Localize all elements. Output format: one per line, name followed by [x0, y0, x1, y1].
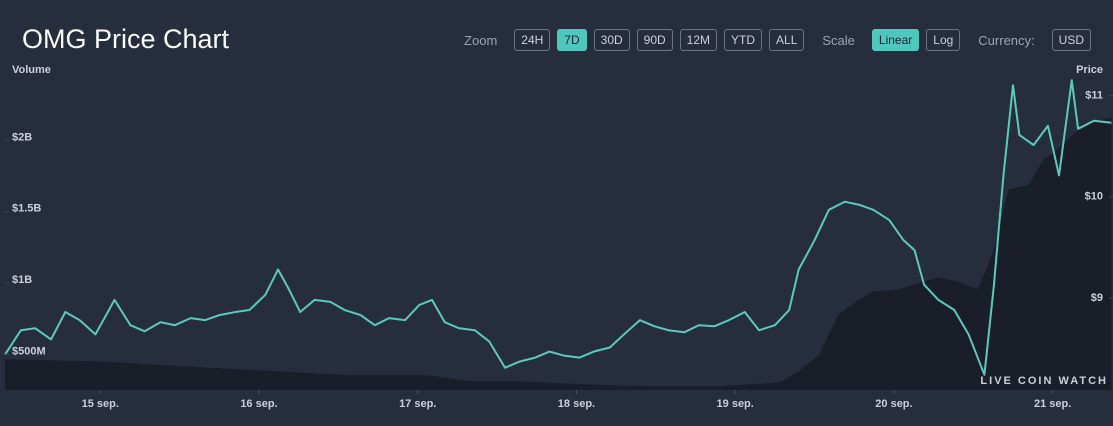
x-tick-label: 20 sep. — [875, 398, 912, 410]
zoom-button[interactable]: 24H — [514, 29, 551, 51]
y-axis-label: Volume — [12, 64, 51, 76]
x-tick-label: 17 sep. — [399, 398, 436, 410]
volume-area — [5, 118, 1112, 390]
scale-button[interactable]: Linear — [871, 29, 920, 51]
zoom-button[interactable]: YTD — [724, 29, 763, 51]
currency-label: Currency: — [978, 32, 1035, 48]
x-tick-label: 18 sep. — [558, 398, 595, 410]
x-tick-label: 16 sep. — [240, 398, 277, 410]
zoom-button[interactable]: ALL — [769, 29, 805, 51]
x-tick-label: 21 sep. — [1034, 398, 1071, 410]
x-tick-label: 19 sep. — [717, 398, 754, 410]
y-tick-label: $500M — [12, 345, 46, 357]
y2-tick-label: $9 — [1091, 292, 1103, 304]
y2-tick-label: $11 — [1085, 89, 1103, 101]
zoom-label: Zoom — [464, 32, 498, 48]
y-tick-label: $2B — [12, 131, 32, 143]
x-tick-label: 15 sep. — [82, 398, 119, 410]
zoom-button[interactable]: 30D — [593, 29, 630, 51]
y-tick-label: $1.5B — [12, 203, 41, 215]
controls: Zoom 24H 7D 30D 90D 12M YTD ALL Scale Linear Log Cu… — [446, 28, 1091, 52]
y2-axis-label: Price — [1076, 64, 1103, 76]
watermark: LIVE COIN WATCH — [980, 375, 1108, 387]
y-tick-label: $1B — [12, 274, 32, 286]
currency-button[interactable]: USD — [1051, 29, 1091, 51]
zoom-button[interactable]: 12M — [679, 29, 718, 51]
zoom-button[interactable]: 7D — [557, 29, 587, 51]
scale-label: Scale — [822, 32, 855, 48]
price-line — [4, 79, 1112, 376]
zoom-button[interactable]: 90D — [636, 29, 673, 51]
y2-tick-label: $10 — [1085, 191, 1103, 203]
chart-title: OMG Price Chart — [22, 24, 230, 54]
scale-button[interactable]: Log — [926, 29, 961, 51]
